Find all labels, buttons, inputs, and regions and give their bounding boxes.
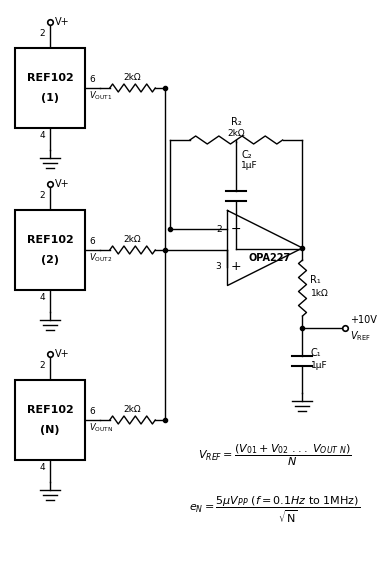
Text: 1μF: 1μF [241,161,258,170]
Text: +10V: +10V [350,315,377,325]
Text: V+: V+ [55,179,70,189]
Text: 1kΩ: 1kΩ [310,289,328,297]
Text: 2: 2 [39,362,45,370]
Bar [15,48,85,128]
Text: −: − [230,223,241,236]
Text: +: + [230,260,241,273]
Text: 2: 2 [39,29,45,39]
Text: 2kΩ: 2kΩ [124,406,141,415]
Text: 2kΩ: 2kΩ [228,128,245,138]
Text: $V_{\rm OUT 1}$: $V_{\rm OUT 1}$ [89,90,112,103]
Text: 4: 4 [39,464,45,472]
Text: REF102: REF102 [26,405,74,415]
Text: V+: V+ [55,17,70,27]
Text: 2: 2 [39,191,45,200]
Text: REF102: REF102 [26,73,74,83]
Text: 2: 2 [216,225,221,234]
Text: 3: 3 [216,262,221,271]
Text: 2kΩ: 2kΩ [124,236,141,244]
Text: (2): (2) [41,255,59,265]
Text: C₂: C₂ [241,150,252,160]
Text: 6: 6 [89,237,95,247]
Text: 2kΩ: 2kΩ [124,74,141,82]
Text: $e_N = \dfrac{5\mu V_{PP}\ (f = 0.1Hz\ \rm{to}\ 1MHz)}{\sqrt{N}}$: $e_N = \dfrac{5\mu V_{PP}\ (f = 0.1Hz\ \… [189,495,361,525]
Text: (1): (1) [41,93,59,103]
Text: R₂: R₂ [231,117,242,127]
Text: $V_{\rm OUT 2}$: $V_{\rm OUT 2}$ [89,252,112,264]
Text: $V_{\rm OUT N}$: $V_{\rm OUT N}$ [89,422,113,434]
Text: REF102: REF102 [26,235,74,245]
Text: V+: V+ [55,349,70,359]
Text: $V_{\rm REF}$: $V_{\rm REF}$ [350,329,371,343]
Text: 4: 4 [39,294,45,302]
Text: 1μF: 1μF [310,361,327,370]
Text: 4: 4 [39,131,45,141]
Text: (N): (N) [40,425,60,435]
Text: R₁: R₁ [310,275,321,285]
Bar [15,380,85,460]
Text: 6: 6 [89,407,95,416]
Text: 6: 6 [89,75,95,85]
Bar [15,210,85,290]
Text: OPA227: OPA227 [249,253,291,263]
Text: $V_{REF} = \dfrac{(V_{01} + V_{02}\ ...\ V_{OUT\ N})}{N}$: $V_{REF} = \dfrac{(V_{01} + V_{02}\ ...\… [198,442,352,468]
Text: C₁: C₁ [310,347,321,358]
